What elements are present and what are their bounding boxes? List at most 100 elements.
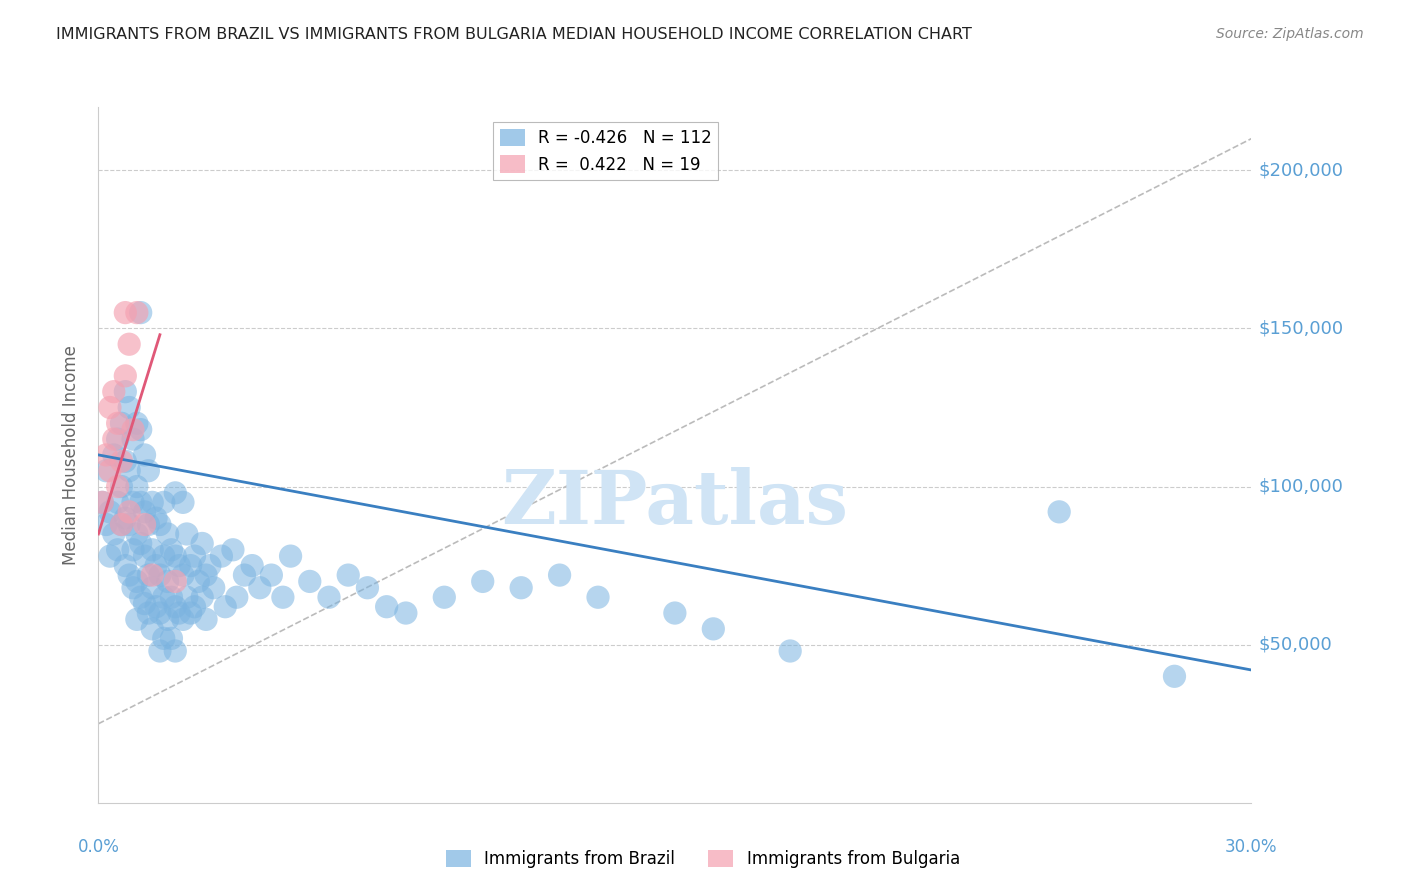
Point (122, 542, 145, 557)
Point (145, 511, 167, 525)
Point (110, 517, 132, 532)
Point (471, 574, 494, 589)
Point (141, 495, 163, 509)
Point (91, 495, 114, 509)
Point (129, 591, 152, 605)
Point (172, 568, 194, 582)
Point (337, 568, 360, 582)
Point (94, 517, 117, 532)
Point (149, 644, 172, 658)
Point (165, 644, 187, 658)
Point (103, 384, 125, 399)
Point (118, 517, 141, 532)
Text: $150,000: $150,000 (1258, 319, 1344, 337)
Point (233, 568, 256, 582)
Point (172, 612, 194, 626)
Point (183, 549, 205, 563)
Point (141, 581, 163, 595)
Point (114, 368, 136, 383)
Point (280, 549, 302, 563)
Text: $100,000: $100,000 (1258, 477, 1343, 496)
Point (118, 401, 141, 415)
Point (318, 591, 340, 605)
Point (122, 495, 145, 509)
Text: $50,000: $50,000 (1258, 636, 1331, 654)
Point (114, 305, 136, 319)
Point (125, 574, 148, 589)
Point (375, 599, 398, 614)
Point (107, 479, 129, 493)
Point (180, 558, 202, 573)
Point (134, 517, 156, 532)
Point (129, 423, 152, 437)
Legend: Immigrants from Brazil, Immigrants from Bulgaria: Immigrants from Brazil, Immigrants from … (439, 843, 967, 875)
Text: Source: ZipAtlas.com: Source: ZipAtlas.com (1216, 27, 1364, 41)
Point (1047, 505, 1070, 519)
Legend: R = -0.426   N = 112, R =  0.422   N = 19: R = -0.426 N = 112, R = 0.422 N = 19 (494, 122, 718, 180)
Point (160, 632, 183, 646)
Point (586, 591, 609, 605)
Point (122, 432, 145, 446)
Point (156, 612, 179, 626)
Point (91, 495, 114, 509)
Text: ZIPatlas: ZIPatlas (502, 467, 848, 541)
Text: 30.0%: 30.0% (1225, 838, 1278, 856)
Point (118, 568, 141, 582)
Point (125, 612, 148, 626)
Point (510, 581, 533, 595)
Point (1163, 669, 1185, 683)
Point (548, 568, 571, 582)
Point (433, 591, 456, 605)
Point (110, 417, 132, 431)
Y-axis label: Median Household Income: Median Household Income (62, 345, 80, 565)
Point (110, 454, 132, 468)
Point (103, 448, 125, 462)
Point (152, 591, 174, 605)
Point (165, 599, 187, 614)
Point (129, 536, 152, 550)
Point (222, 542, 245, 557)
Point (240, 558, 263, 573)
Point (118, 505, 141, 519)
Point (141, 622, 163, 636)
Text: $200,000: $200,000 (1258, 161, 1343, 179)
Point (160, 542, 183, 557)
Point (125, 479, 148, 493)
Point (156, 527, 179, 541)
Point (664, 606, 686, 620)
Point (138, 517, 160, 532)
Point (167, 558, 190, 573)
Point (176, 591, 198, 605)
Point (260, 568, 283, 582)
Point (180, 606, 202, 620)
Point (198, 558, 221, 573)
Point (103, 527, 125, 541)
Point (98, 401, 121, 415)
Point (138, 464, 160, 478)
Point (103, 432, 125, 446)
Point (107, 495, 129, 509)
Point (134, 505, 156, 519)
Point (134, 597, 156, 611)
Point (165, 549, 187, 563)
Point (152, 549, 174, 563)
Point (195, 568, 218, 582)
Point (94, 448, 117, 462)
Point (152, 495, 174, 509)
Point (209, 549, 232, 563)
Point (94, 464, 117, 478)
Point (129, 495, 152, 509)
Point (98, 505, 121, 519)
Point (114, 384, 136, 399)
Point (114, 454, 136, 468)
Point (141, 568, 163, 582)
Point (214, 599, 236, 614)
Point (149, 517, 172, 532)
Point (110, 517, 132, 532)
Point (122, 423, 145, 437)
Point (395, 606, 418, 620)
Point (356, 581, 378, 595)
Point (138, 568, 160, 582)
Point (165, 574, 187, 589)
Point (118, 464, 141, 478)
